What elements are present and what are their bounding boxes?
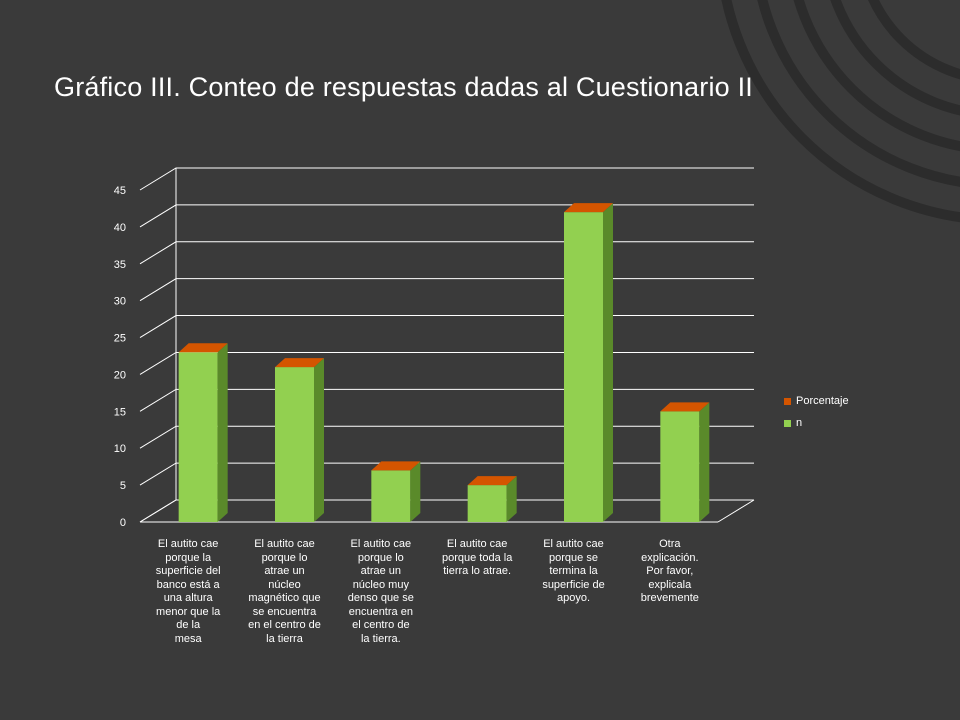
chart-grid: [139, 167, 755, 523]
bar-top-porcentaje: [178, 343, 228, 353]
chart-legend: Porcentaje n: [784, 390, 849, 434]
bar-top-porcentaje: [371, 461, 421, 471]
y-axis-ticks: 0 5 10 15 20 25 30 35 40 45: [114, 185, 126, 529]
gridline: [139, 167, 754, 191]
y-tick-label: 45: [114, 185, 126, 197]
bar-front: [178, 352, 218, 522]
bar-front: [564, 212, 603, 522]
x-category-label: El autito cae porque se termina la super…: [542, 538, 605, 604]
legend-label-porcentaje: Porcentaje: [796, 395, 849, 407]
bar-front: [275, 367, 314, 522]
bar-side: [217, 343, 228, 522]
x-category-label: El autito cae porque toda la tierra lo a…: [441, 538, 513, 577]
legend-swatch-porcentaje: [784, 397, 791, 405]
bar-top-porcentaje: [467, 476, 517, 486]
legend-item-n: n: [784, 412, 849, 434]
y-tick-label: 15: [114, 406, 126, 418]
gridline: [139, 315, 754, 338]
bar: [564, 203, 613, 522]
y-tick-label: 10: [114, 443, 126, 455]
bar-top-porcentaje: [275, 358, 324, 368]
gridline: [139, 204, 754, 228]
bar: [371, 461, 421, 522]
bar-top-porcentaje: [564, 203, 613, 213]
gridline: [139, 278, 754, 302]
y-tick-label: 35: [114, 259, 126, 271]
bar-front: [371, 470, 411, 522]
y-tick-label: 25: [114, 333, 126, 345]
gridline: [139, 388, 754, 412]
bar-side: [699, 402, 710, 522]
y-tick-label: 30: [114, 296, 126, 308]
bar: [660, 402, 710, 522]
x-category-label: El autito cae porque lo atrae un núcleo …: [248, 538, 321, 645]
gridline: [139, 241, 754, 265]
bar: [467, 476, 517, 522]
gridline: [139, 425, 754, 449]
chart-bars: [178, 203, 710, 522]
bar-side: [314, 358, 324, 522]
y-tick-label: 40: [114, 222, 126, 234]
y-tick-label: 5: [120, 480, 126, 492]
x-category-label: El autito cae porque lo atrae un núcleo …: [347, 538, 414, 645]
bar-top-porcentaje: [660, 402, 710, 412]
gridline: [139, 351, 754, 375]
floor-right-edge: [717, 499, 755, 523]
bar-front: [660, 411, 700, 522]
gridline: [139, 499, 754, 523]
legend-item-porcentaje: Porcentaje: [784, 390, 849, 412]
gridline: [139, 462, 754, 486]
y-tick-label: 0: [120, 517, 126, 529]
bar-front: [467, 485, 507, 522]
legend-label-n: n: [796, 417, 803, 429]
bar: [275, 358, 324, 522]
y-tick-label: 20: [114, 369, 126, 381]
slide-title: Gráfico III. Conteo de respuestas dadas …: [54, 72, 753, 102]
legend-swatch-n: [784, 419, 791, 427]
x-category-label: El autito cae porque la superficie del b…: [155, 538, 221, 645]
bar-side: [506, 476, 517, 522]
bar: [178, 343, 228, 522]
x-category-label: Otra explicación. Por favor, explicala b…: [640, 538, 699, 604]
bar-side: [603, 203, 613, 522]
bar-side: [410, 461, 421, 522]
